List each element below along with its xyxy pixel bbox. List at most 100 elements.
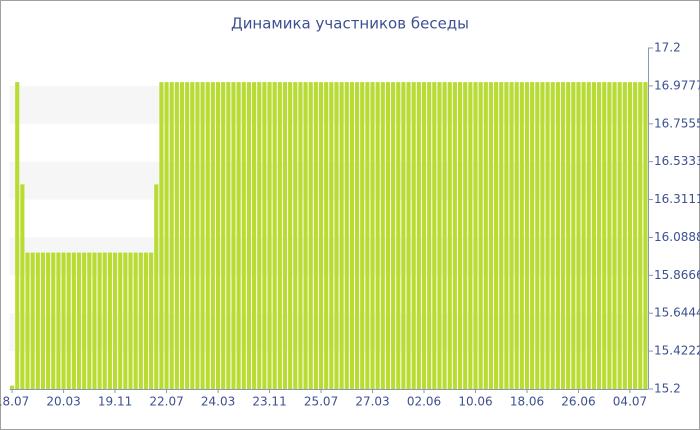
bar: [566, 82, 571, 389]
bar: [143, 252, 149, 389]
bar: [612, 82, 617, 389]
bar: [514, 82, 519, 389]
bar: [607, 82, 612, 389]
bar: [159, 82, 164, 389]
bar: [391, 82, 396, 389]
y-tick-label: 15.4222: [654, 344, 700, 358]
bar: [87, 252, 92, 389]
bar: [252, 82, 257, 389]
bar: [499, 82, 504, 389]
bar: [241, 82, 246, 389]
bar: [550, 82, 555, 389]
bar: [123, 252, 128, 389]
bar: [334, 82, 339, 389]
bar: [30, 252, 35, 389]
bar: [421, 82, 427, 389]
bar: [576, 82, 581, 389]
bar: [226, 82, 231, 389]
y-tick-label: 17.2: [654, 41, 681, 55]
bar: [571, 82, 576, 389]
bar: [313, 82, 318, 389]
bar: [51, 252, 56, 389]
bar: [20, 184, 25, 389]
bar: [128, 252, 133, 389]
bar: [406, 82, 411, 389]
bar: [308, 82, 313, 389]
x-tick-label: 18.07: [0, 395, 29, 409]
bar: [133, 252, 138, 389]
bar: [179, 82, 185, 389]
bar: [200, 82, 205, 389]
bar: [154, 184, 159, 389]
bar: [349, 82, 354, 389]
bar: [282, 82, 288, 389]
bar: [447, 82, 452, 389]
bar: [174, 82, 179, 389]
bar: [15, 82, 20, 389]
bar: [298, 82, 303, 389]
bar: [633, 82, 638, 389]
bar: [318, 82, 324, 389]
bar: [396, 82, 401, 389]
bar: [411, 82, 416, 389]
x-tick-label: 20.03: [46, 395, 80, 409]
bar: [545, 82, 550, 389]
bar: [288, 82, 293, 389]
bar: [643, 82, 648, 389]
bar: [555, 82, 560, 389]
bar: [277, 82, 282, 389]
x-tick-label: 24.03: [201, 395, 235, 409]
x-tick-label: 25.07: [304, 395, 338, 409]
x-tick-label: 23.11: [252, 395, 286, 409]
y-tick-label: 16.3111: [654, 192, 700, 206]
bar: [329, 82, 334, 389]
bar: [46, 252, 51, 389]
bar: [473, 82, 478, 389]
bar: [231, 82, 236, 389]
bar: [622, 82, 627, 389]
bar: [293, 82, 298, 389]
bar: [540, 82, 545, 389]
bar: [118, 252, 123, 389]
bar: [246, 82, 251, 389]
x-tick-label: 10.06: [458, 395, 492, 409]
bar: [236, 82, 241, 389]
x-tick-label: 22.07: [149, 395, 183, 409]
bar: [427, 82, 432, 389]
bar: [488, 82, 494, 389]
bar: [190, 82, 195, 389]
y-tick-label: 16.0888: [654, 230, 700, 244]
bar: [627, 82, 633, 389]
bar: [195, 82, 200, 389]
y-tick-label: 15.8666: [654, 268, 700, 282]
bar: [452, 82, 457, 389]
bar: [478, 82, 483, 389]
bar: [602, 82, 607, 389]
bar: [10, 385, 15, 389]
y-tick-label: 16.9777: [654, 78, 700, 92]
bar: [205, 82, 210, 389]
bar: [468, 82, 473, 389]
bar: [494, 82, 499, 389]
bar: [560, 82, 566, 389]
bar: [272, 82, 277, 389]
bar: [638, 82, 643, 389]
bar: [149, 252, 154, 389]
bar: [303, 82, 308, 389]
bar: [483, 82, 488, 389]
bar: [40, 252, 46, 389]
bar: [82, 252, 87, 389]
bar: [61, 252, 66, 389]
bar: [164, 82, 169, 389]
x-tick-label: 19.11: [98, 395, 132, 409]
x-tick-label: 04.07: [613, 395, 647, 409]
bar: [365, 82, 370, 389]
bar: [509, 82, 514, 389]
bar: [597, 82, 602, 389]
bar: [185, 82, 190, 389]
bar: [524, 82, 530, 389]
bar: [457, 82, 463, 389]
bar: [76, 252, 82, 389]
chart-title: Динамика участников беседы: [231, 15, 469, 33]
